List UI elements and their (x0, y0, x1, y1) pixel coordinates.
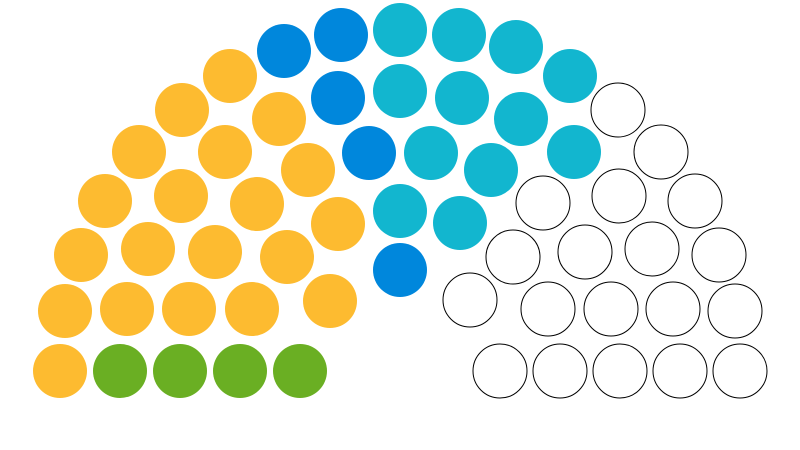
seat-yellow (38, 284, 92, 338)
seat-green (153, 344, 207, 398)
seat-green (93, 344, 147, 398)
seat-yellow (154, 169, 208, 223)
seat-cyan (494, 92, 548, 146)
seat-yellow (225, 282, 279, 336)
seat-yellow (311, 197, 365, 251)
seat-white (712, 343, 768, 399)
seat-blue (373, 243, 427, 297)
seat-yellow (54, 228, 108, 282)
seat-yellow (162, 282, 216, 336)
seat-cyan (464, 143, 518, 197)
seat-white (633, 124, 689, 180)
seat-white (667, 173, 723, 229)
seat-green (213, 344, 267, 398)
seat-cyan (543, 49, 597, 103)
seat-cyan (435, 71, 489, 125)
seat-white (624, 221, 680, 277)
seat-yellow (100, 282, 154, 336)
seat-cyan (373, 184, 427, 238)
seat-white (645, 281, 701, 337)
seat-white (485, 229, 541, 285)
seat-cyan (433, 196, 487, 250)
seat-white (691, 227, 747, 283)
seat-blue (257, 24, 311, 78)
seat-cyan (547, 125, 601, 179)
seat-green (273, 344, 327, 398)
seat-yellow (188, 225, 242, 279)
seat-white (520, 281, 576, 337)
seat-yellow (252, 92, 306, 146)
seat-cyan (373, 64, 427, 118)
seat-white (557, 224, 613, 280)
seat-yellow (203, 49, 257, 103)
seat-white (515, 175, 571, 231)
seat-white (590, 82, 646, 138)
seat-yellow (281, 143, 335, 197)
seat-yellow (198, 125, 252, 179)
seat-white (707, 283, 763, 339)
seat-yellow (78, 174, 132, 228)
seat-cyan (404, 126, 458, 180)
seat-yellow (230, 177, 284, 231)
seat-yellow (260, 230, 314, 284)
seat-yellow (303, 274, 357, 328)
seat-yellow (155, 83, 209, 137)
seat-yellow (112, 125, 166, 179)
seat-blue (311, 71, 365, 125)
seat-white (442, 272, 498, 328)
seat-blue (342, 126, 396, 180)
seat-white (592, 343, 648, 399)
seat-cyan (432, 8, 486, 62)
seat-yellow (121, 222, 175, 276)
seat-white (472, 343, 528, 399)
seat-blue (314, 8, 368, 62)
seat-cyan (373, 3, 427, 57)
seat-yellow (33, 344, 87, 398)
seat-white (591, 168, 647, 224)
seat-white (583, 281, 639, 337)
seat-cyan (489, 20, 543, 74)
seat-white (532, 343, 588, 399)
seat-white (652, 343, 708, 399)
